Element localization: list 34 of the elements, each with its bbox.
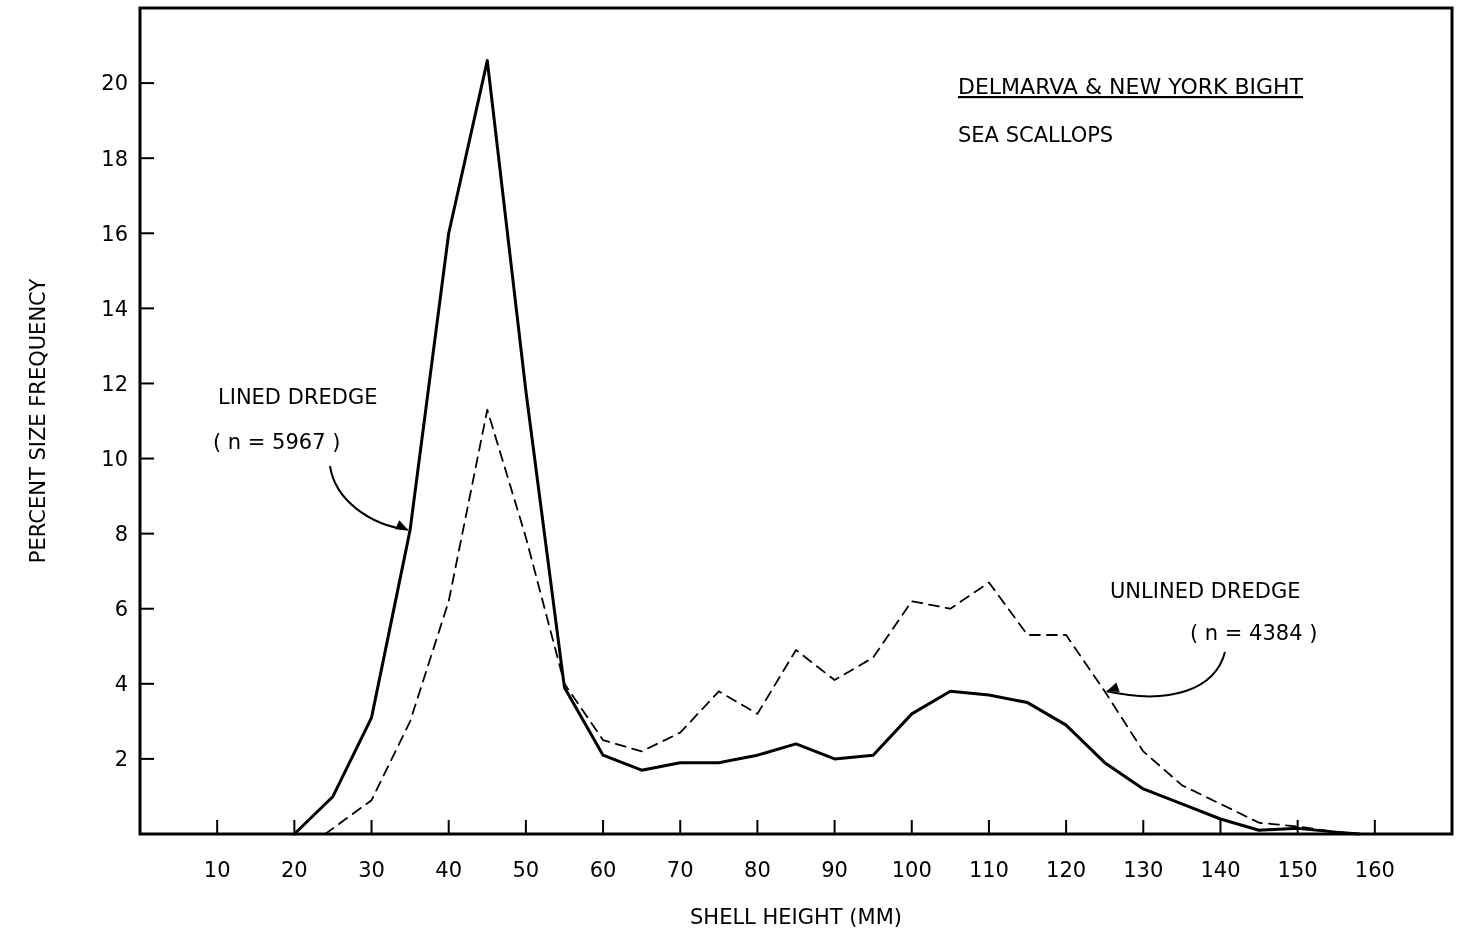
x-tick-label: 10 — [203, 858, 231, 882]
annotation: ( n = 5967 ) — [213, 430, 341, 454]
x-tick-label: 140 — [1200, 858, 1241, 882]
x-tick-label: 20 — [280, 858, 308, 882]
y-tick-label: 16 — [101, 221, 128, 246]
y-tick-label: 6 — [114, 597, 128, 622]
annotation: ( n = 4384 ) — [1190, 621, 1318, 645]
y-tick-label: 4 — [114, 672, 128, 697]
x-tick-label: 110 — [968, 858, 1009, 882]
x-tick-label: 90 — [821, 858, 848, 882]
y-axis-title: PERCENT SIZE FREQUENCY — [26, 278, 50, 564]
x-tick-label: 130 — [1123, 858, 1164, 882]
x-tick-label: 50 — [512, 858, 540, 882]
x-axis-title: SHELL HEIGHT (MM) — [690, 905, 902, 929]
y-tick-label: 2 — [114, 747, 128, 772]
y-tick-label: 10 — [101, 446, 128, 471]
x-tick-label: 40 — [435, 858, 463, 882]
y-tick-label: 14 — [101, 296, 128, 321]
x-tick-label: 160 — [1354, 858, 1395, 882]
text: DELMARVA & NEW YORK BIGHT — [958, 74, 1304, 99]
x-tick-label: 30 — [358, 858, 385, 882]
x-tick-label: 80 — [744, 858, 771, 882]
x-tick-label: 70 — [666, 858, 694, 882]
y-tick-label: 20 — [101, 71, 128, 96]
x-tick-label: 100 — [891, 858, 932, 882]
x-tick-label: 60 — [589, 858, 617, 882]
text: UNLINED DREDGE — [1110, 579, 1301, 603]
y-tick-label: 18 — [101, 146, 128, 171]
x-tick-label: 150 — [1277, 858, 1318, 882]
y-tick-label: 8 — [114, 521, 128, 546]
text: SEA SCALLOPS — [958, 123, 1114, 147]
x-tick-label: 120 — [1046, 858, 1087, 882]
y-tick-label: 12 — [101, 371, 128, 396]
text: LINED DREDGE — [218, 385, 378, 409]
